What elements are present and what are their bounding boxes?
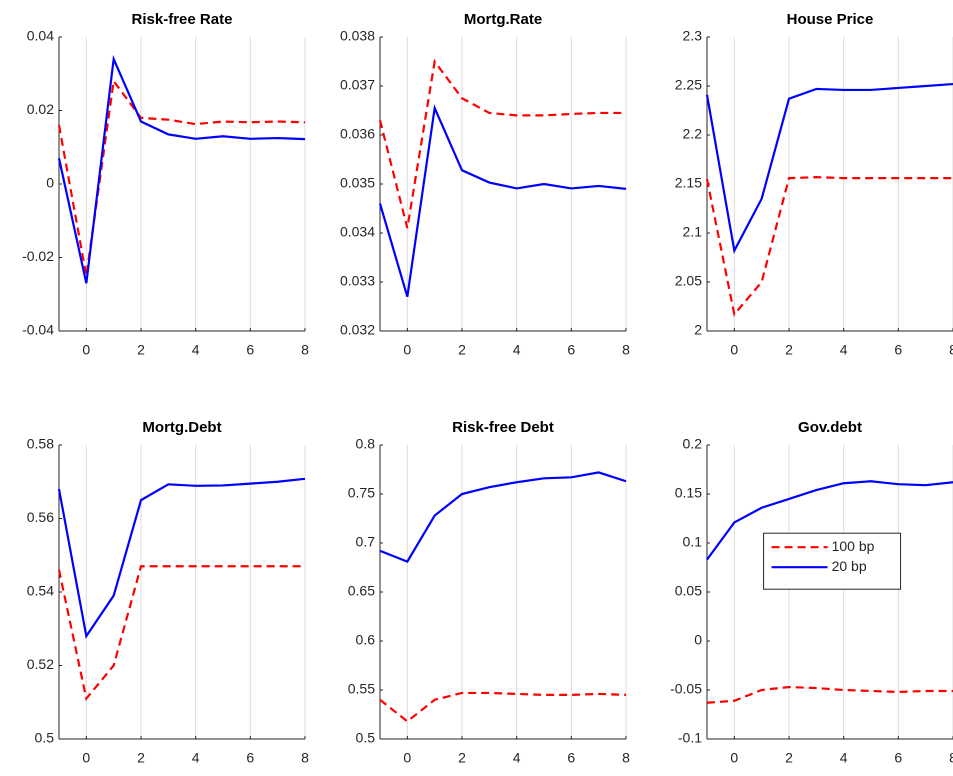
subplot: Mortg.Debt 0 2 4 6 8 0.5 0.52 0.54 0.56 0.58 <box>27 419 309 766</box>
y-tick-label: 0.5 <box>35 730 55 746</box>
y-tick-label: 2.25 <box>675 77 702 93</box>
x-tick-label: 4 <box>192 342 200 358</box>
y-tick-label: -0.02 <box>22 248 54 264</box>
x-tick-label: 8 <box>949 750 953 766</box>
x-tick-label: 2 <box>785 342 793 358</box>
x-tick-label: 0 <box>730 750 738 766</box>
y-tick-label: 0.58 <box>27 436 54 452</box>
series-line <box>705 82 953 255</box>
subplot: Mortg.Rate 0 2 4 6 8 0.032 0.033 0.034 0.035 0.036… <box>340 11 630 358</box>
x-tick-label: 4 <box>192 750 200 766</box>
subplot-title: House Price <box>787 11 874 28</box>
x-tick-label: 2 <box>785 750 793 766</box>
y-tick-label: 2.05 <box>675 273 702 289</box>
y-tick-label: 0.65 <box>348 583 375 599</box>
y-tick-label: 0.5 <box>356 730 376 746</box>
legend-label: 100 bp <box>832 538 875 554</box>
y-tick-label: 0.55 <box>348 681 375 697</box>
y-tick-label: 0.75 <box>348 485 375 501</box>
series-line <box>379 691 627 723</box>
series-line <box>57 477 306 639</box>
y-tick-label: 0.15 <box>675 485 702 501</box>
y-tick-label: 2 <box>694 322 702 338</box>
y-tick-label: 2.1 <box>683 224 703 240</box>
series-line <box>57 78 306 277</box>
x-tick-label: 6 <box>894 750 902 766</box>
y-tick-label: 0.036 <box>340 126 375 142</box>
x-tick-label: 0 <box>82 750 90 766</box>
legend: 100 bp 20 bp <box>763 532 902 590</box>
legend-box <box>763 532 902 590</box>
series-line <box>57 54 306 284</box>
x-tick-label: 8 <box>301 750 309 766</box>
subplot-title: Gov.debt <box>798 419 862 436</box>
y-tick-label: 2.15 <box>675 175 702 191</box>
y-tick-label: -0.05 <box>670 681 702 697</box>
y-tick-label: 0 <box>46 175 54 191</box>
y-tick-label: 0.7 <box>356 534 376 550</box>
y-tick-label: 0.05 <box>675 583 702 599</box>
x-tick-label: 2 <box>137 342 145 358</box>
y-tick-label: 0.02 <box>27 101 54 117</box>
y-tick-label: 0.8 <box>356 436 376 452</box>
subplot: House Price 0 2 4 6 8 2 2.05 2.1 2.15 2.2 2.25 2.3 <box>675 11 953 358</box>
y-tick-label: 0 <box>694 632 702 648</box>
subplot: Gov.debt 0 2 4 6 8 -0.1 -0.05 0 0.05 0.1 0.15 0.2 100… <box>670 419 953 766</box>
y-tick-label: 0.033 <box>340 273 375 289</box>
x-tick-label: 4 <box>840 342 848 358</box>
x-tick-label: 2 <box>458 750 466 766</box>
x-tick-label: 6 <box>246 342 254 358</box>
x-tick-label: 0 <box>82 342 90 358</box>
y-tick-label: 0.038 <box>340 28 375 44</box>
y-tick-label: -0.1 <box>678 730 702 746</box>
series-line <box>378 58 626 229</box>
subplot-title: Risk-free Rate <box>132 11 233 28</box>
series-line <box>705 176 953 317</box>
x-tick-label: 0 <box>403 342 411 358</box>
y-tick-label: 0.56 <box>27 509 54 525</box>
subplot: Risk-free Rate 0 2 4 6 8 -0.04 -0.02 0 0.02 0.04 <box>22 11 309 358</box>
y-tick-label: 2.3 <box>683 28 703 44</box>
x-tick-label: 6 <box>567 342 575 358</box>
y-tick-label: 0.6 <box>356 632 376 648</box>
series-line <box>379 471 627 563</box>
x-tick-label: 8 <box>622 750 630 766</box>
x-tick-label: 8 <box>301 342 309 358</box>
subplot-title: Risk-free Debt <box>452 419 554 436</box>
x-tick-label: 6 <box>894 342 902 358</box>
y-tick-label: -0.04 <box>22 322 54 338</box>
series-line <box>57 565 305 702</box>
x-tick-label: 0 <box>403 750 411 766</box>
x-tick-label: 2 <box>458 342 466 358</box>
x-tick-label: 0 <box>730 342 738 358</box>
y-tick-label: 0.2 <box>683 436 703 452</box>
series-line <box>706 685 953 704</box>
x-tick-label: 8 <box>949 342 953 358</box>
y-tick-label: 0.035 <box>340 175 375 191</box>
x-tick-label: 4 <box>840 750 848 766</box>
series-line <box>378 104 627 298</box>
series-line <box>706 480 953 561</box>
y-tick-label: 0.1 <box>683 534 703 550</box>
subplot-title: Mortg.Rate <box>464 11 542 28</box>
x-tick-label: 6 <box>246 750 254 766</box>
y-tick-label: 0.032 <box>340 322 375 338</box>
y-tick-label: 0.54 <box>27 583 54 599</box>
legend-label: 20 bp <box>832 558 867 574</box>
subplot: Risk-free Debt 0 2 4 6 8 0.5 0.55 0.6 0.65 0.7 0.75… <box>348 419 630 766</box>
x-tick-label: 6 <box>567 750 575 766</box>
y-tick-label: 2.2 <box>683 126 703 142</box>
y-tick-label: 0.034 <box>340 224 375 240</box>
x-tick-label: 8 <box>622 342 630 358</box>
y-tick-label: 0.52 <box>27 656 54 672</box>
x-tick-label: 2 <box>137 750 145 766</box>
x-tick-label: 4 <box>513 342 521 358</box>
subplot-title: Mortg.Debt <box>142 419 221 436</box>
x-tick-label: 4 <box>513 750 521 766</box>
y-tick-label: 0.037 <box>340 77 375 93</box>
y-tick-label: 0.04 <box>27 28 54 44</box>
